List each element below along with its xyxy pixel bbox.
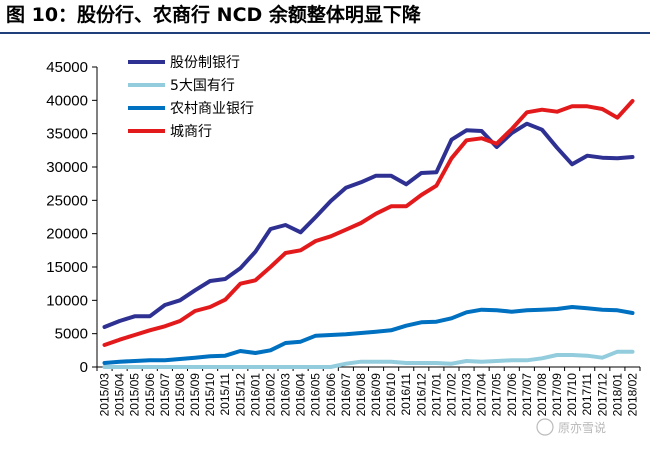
x-tick-label: 2016/11 (399, 373, 413, 416)
x-tick-label: 2015/05 (128, 373, 142, 417)
watermark: 原亦雪说 (536, 418, 606, 436)
x-tick-label: 2017/03 (460, 373, 474, 417)
legend-label: 农村商业银行 (170, 101, 254, 117)
x-tick-label: 2016/05 (309, 373, 323, 417)
x-tick-label: 2018/02 (625, 373, 639, 417)
y-tick-label: 30000 (46, 159, 88, 176)
x-tick-label: 2015/12 (233, 373, 247, 417)
x-tick-label: 2015/10 (203, 373, 217, 417)
x-tick-label: 2016/02 (263, 373, 277, 417)
y-tick-label: 35000 (46, 126, 88, 143)
x-tick-label: 2016/09 (369, 373, 383, 417)
x-tick-label: 2017/06 (505, 373, 519, 417)
x-tick-label: 2017/09 (550, 373, 564, 417)
x-tick-label: 2017/01 (429, 373, 443, 417)
y-tick-label: 10000 (46, 292, 88, 309)
x-tick-label: 2016/08 (354, 373, 368, 417)
x-tick-label: 2017/08 (535, 373, 549, 417)
x-tick-label: 2016/03 (279, 373, 293, 417)
y-tick-label: 20000 (46, 226, 88, 243)
x-tick-label: 2018/01 (610, 373, 624, 417)
x-tick-label: 2017/05 (490, 373, 504, 417)
x-tick-label: 2017/07 (520, 373, 534, 417)
x-tick-label: 2016/04 (294, 373, 308, 417)
y-tick-label: 5000 (55, 326, 88, 343)
watermark-icon (536, 418, 554, 436)
legend-label: 股份制银行 (170, 55, 240, 71)
chart-axes: 0 5000 10000 15000 20000 25000 30000 35000 40000… (46, 59, 641, 417)
x-tick-label: 2015/03 (98, 373, 112, 417)
series-line (102, 349, 635, 369)
series-line (102, 121, 635, 329)
x-tick-label: 2015/06 (143, 373, 157, 417)
x-tick-label: 2017/10 (565, 373, 579, 417)
watermark-text: 原亦雪说 (558, 420, 606, 435)
x-tick-label: 2017/11 (580, 373, 594, 416)
x-tick-label: 2015/11 (218, 373, 232, 416)
chart-series (102, 99, 635, 369)
series-line (102, 305, 635, 365)
y-tick-label: 0 (80, 359, 88, 376)
x-tick-label: 2016/01 (248, 373, 262, 417)
title-underline (0, 32, 650, 34)
y-tick-label: 40000 (46, 92, 88, 109)
x-tick-label: 2015/08 (173, 373, 187, 417)
x-tick-label: 2015/07 (158, 373, 172, 417)
y-tick-label: 45000 (46, 59, 88, 76)
x-tick-label: 2016/12 (414, 373, 428, 417)
x-tick-label: 2017/12 (595, 373, 609, 417)
legend-label: 5大国有行 (170, 78, 235, 94)
series-line (102, 99, 635, 347)
x-tick-label: 2016/07 (339, 373, 353, 417)
x-tick-label: 2015/09 (188, 373, 202, 417)
legend-label: 城商行 (170, 124, 212, 140)
x-tick-label: 2015/04 (113, 373, 127, 417)
y-tick-label: 25000 (46, 192, 88, 209)
y-tick-label: 15000 (46, 259, 88, 276)
x-tick-label: 2017/04 (475, 373, 489, 417)
figure-title: 图 10：股份行、农商行 NCD 余额整体明显下降 (6, 4, 421, 26)
x-tick-label: 2017/02 (444, 373, 458, 417)
x-tick-label: 2016/06 (324, 373, 338, 417)
x-tick-label: 2016/10 (384, 373, 398, 417)
